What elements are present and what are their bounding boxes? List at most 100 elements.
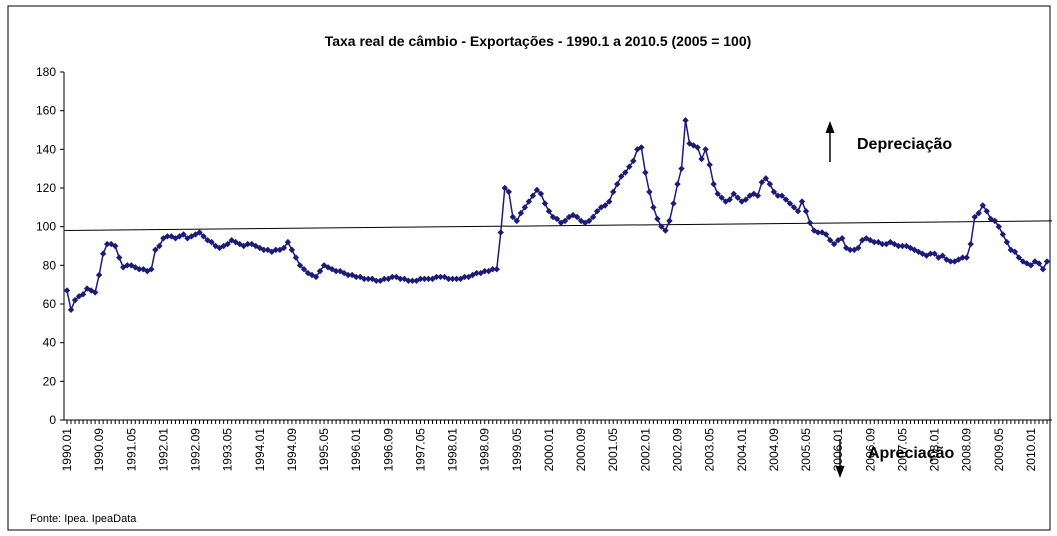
data-point <box>240 242 247 250</box>
data-point <box>947 258 954 265</box>
data-point <box>95 271 103 279</box>
data-point <box>851 246 858 254</box>
x-tick-label: 2004.09 <box>767 428 781 472</box>
data-point <box>766 180 774 188</box>
data-point <box>770 188 778 196</box>
data-point <box>91 289 99 296</box>
data-point <box>999 231 1007 238</box>
data-point <box>887 238 894 246</box>
data-point <box>332 267 340 275</box>
data-point <box>445 275 452 283</box>
y-tick-label: 0 <box>49 413 56 427</box>
data-point <box>614 180 621 188</box>
x-tick-label: 1998.09 <box>478 428 492 472</box>
data-point <box>132 264 139 271</box>
x-tick-label: 1993.05 <box>221 428 235 472</box>
data-point <box>148 266 155 273</box>
data-point <box>473 269 480 277</box>
data-point <box>601 202 609 209</box>
x-tick-label: 2010.01 <box>1024 428 1038 472</box>
data-point <box>895 242 902 250</box>
data-point <box>312 273 320 281</box>
data-point <box>899 242 906 250</box>
data-point <box>124 262 131 269</box>
data-point <box>67 306 75 313</box>
data-point <box>674 180 681 188</box>
data-point <box>778 192 786 199</box>
data-point <box>742 196 749 203</box>
data-point <box>818 229 826 236</box>
data-point <box>1003 238 1011 246</box>
data-point <box>975 209 982 217</box>
data-point <box>365 275 372 283</box>
data-point <box>682 117 689 124</box>
data-point <box>493 266 500 273</box>
data-point <box>883 240 890 248</box>
data-point <box>296 262 304 269</box>
data-point <box>694 144 701 151</box>
data-point <box>200 233 207 240</box>
data-point <box>244 240 251 248</box>
data-point <box>678 165 685 172</box>
x-tick-label: 2009.05 <box>992 428 1006 472</box>
data-point <box>481 267 488 275</box>
data-point <box>425 275 432 283</box>
y-tick-label: 60 <box>43 297 57 311</box>
data-point <box>638 144 645 151</box>
data-point <box>352 273 360 281</box>
data-point <box>1011 248 1019 255</box>
y-tick-label: 120 <box>36 181 56 195</box>
y-tick-label: 40 <box>43 336 57 350</box>
data-point <box>650 204 657 211</box>
data-point <box>1043 258 1051 265</box>
data-point <box>409 277 416 284</box>
data-point <box>292 254 300 261</box>
data-point <box>136 266 143 273</box>
data-point <box>164 233 171 240</box>
data-point <box>698 155 705 163</box>
data-point <box>1039 266 1047 273</box>
x-tick-label: 1999.05 <box>510 428 524 472</box>
y-tick-label: 100 <box>36 220 56 234</box>
data-point <box>710 180 717 188</box>
x-tick-label: 2008.09 <box>960 428 974 472</box>
data-point <box>533 186 541 194</box>
data-point <box>513 217 521 225</box>
data-point <box>509 213 517 221</box>
x-tick-label: 2000.01 <box>542 428 556 472</box>
data-point <box>806 219 814 226</box>
data-point <box>569 211 577 219</box>
data-point <box>658 223 665 230</box>
data-point <box>871 238 878 246</box>
data-point <box>453 275 460 283</box>
data-point <box>686 140 693 147</box>
data-point <box>220 242 227 250</box>
x-tick-label: 2002.09 <box>670 428 684 472</box>
data-point <box>842 244 850 252</box>
data-point <box>405 277 412 284</box>
data-point <box>943 256 950 263</box>
data-point <box>397 275 404 283</box>
data-point <box>746 192 753 199</box>
data-point <box>489 266 496 273</box>
data-point <box>834 237 842 244</box>
data-point <box>915 248 922 255</box>
data-point <box>589 213 597 221</box>
data-point <box>855 244 862 252</box>
x-tick-label: 1990.09 <box>92 428 106 472</box>
data-point <box>111 242 119 250</box>
data-point <box>814 229 822 236</box>
x-tick-label: 2002.01 <box>638 428 652 472</box>
data-point <box>461 273 468 281</box>
x-tick-label: 1997.05 <box>413 428 427 472</box>
data-point <box>433 273 440 281</box>
data-point <box>361 275 368 283</box>
data-point <box>758 179 766 186</box>
data-point <box>260 246 268 254</box>
data-point <box>939 252 946 259</box>
data-point <box>196 229 203 236</box>
x-tick-label: 1992.01 <box>156 428 170 472</box>
data-point <box>389 273 396 281</box>
x-tick-label: 2005.05 <box>799 428 813 472</box>
